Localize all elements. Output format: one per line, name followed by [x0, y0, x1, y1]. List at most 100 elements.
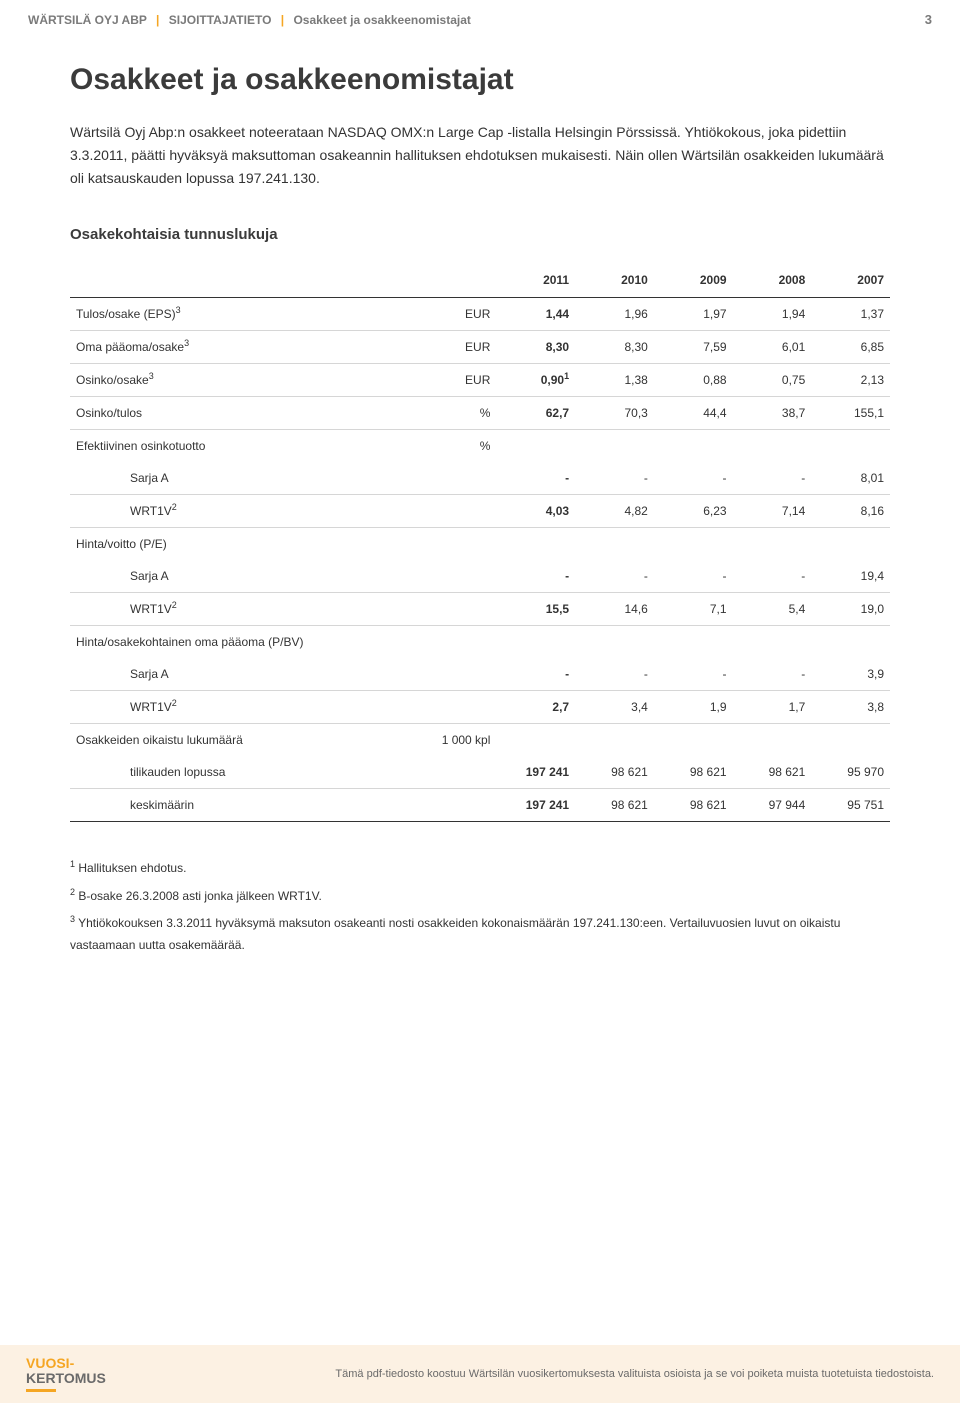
cell-value: 2,13	[811, 364, 890, 397]
cell-value: 1,94	[733, 298, 812, 331]
cell-value	[575, 430, 654, 463]
cell-value: 1,38	[575, 364, 654, 397]
cell-value: -	[575, 462, 654, 495]
logo-line1: VUOSI-	[26, 1356, 106, 1371]
footnote-text: Hallituksen ehdotus.	[75, 861, 186, 875]
row-label: Osinko/tulos	[70, 397, 414, 430]
table-row: WRT1V2 4,034,826,237,148,16	[70, 495, 890, 528]
table-row: Hinta/voitto (P/E)	[70, 528, 890, 561]
cell-value	[496, 626, 575, 659]
cell-value: 14,6	[575, 593, 654, 626]
table-row: Oma pääoma/osake3EUR8,308,307,596,016,85	[70, 331, 890, 364]
cell-value: 4,03	[496, 495, 575, 528]
main-content: Osakkeet ja osakkeenomistajat Wärtsilä O…	[0, 35, 960, 957]
cell-value: 4,82	[575, 495, 654, 528]
cell-value: -	[733, 560, 812, 593]
table-row: Tulos/osake (EPS)3EUR1,441,961,971,941,3…	[70, 298, 890, 331]
cell-value	[654, 430, 733, 463]
cell-value	[575, 528, 654, 561]
cell-value: 155,1	[811, 397, 890, 430]
cell-value: 98 621	[575, 756, 654, 789]
cell-value	[733, 626, 812, 659]
cell-value: 62,7	[496, 397, 575, 430]
row-label: Hinta/voitto (P/E)	[70, 528, 414, 561]
cell-value: 3,4	[575, 691, 654, 724]
cell-value: 1,97	[654, 298, 733, 331]
crumb-company: WÄRTSILÄ OYJ ABP	[28, 13, 147, 27]
cell-value: 8,30	[496, 331, 575, 364]
cell-value: 2,7	[496, 691, 575, 724]
row-unit	[414, 691, 496, 724]
cell-value: -	[733, 462, 812, 495]
row-unit	[414, 495, 496, 528]
row-label: WRT1V2	[70, 691, 414, 724]
table-row: Osakkeiden oikaistu lukumäärä1 000 kpl	[70, 724, 890, 757]
cell-value: 6,85	[811, 331, 890, 364]
row-unit: %	[414, 397, 496, 430]
table-row: Sarja A----3,9	[70, 658, 890, 691]
row-unit	[414, 462, 496, 495]
crumb-page: Osakkeet ja osakkeenomistajat	[293, 13, 470, 27]
cell-value: -	[496, 560, 575, 593]
table-row: Hinta/osakekohtainen oma pääoma (P/BV)	[70, 626, 890, 659]
cell-value: 95 970	[811, 756, 890, 789]
footnote-text: Yhtiökokouksen 3.3.2011 hyväksymä maksut…	[70, 916, 840, 952]
cell-value: -	[575, 560, 654, 593]
table-row: tilikauden lopussa197 24198 62198 62198 …	[70, 756, 890, 789]
cell-value	[654, 528, 733, 561]
cell-value: 44,4	[654, 397, 733, 430]
cell-value: 197 241	[496, 756, 575, 789]
cell-value	[496, 430, 575, 463]
row-label: Hinta/osakekohtainen oma pääoma (P/BV)	[70, 626, 414, 659]
row-label: WRT1V2	[70, 495, 414, 528]
cell-value: -	[496, 462, 575, 495]
cell-value	[733, 430, 812, 463]
cell-value: 98 621	[654, 789, 733, 822]
row-unit: EUR	[414, 331, 496, 364]
row-label: keskimäärin	[70, 789, 414, 822]
table-header-year: 2008	[733, 263, 812, 298]
cell-value: -	[654, 462, 733, 495]
cell-value: 1,37	[811, 298, 890, 331]
cell-value: 8,30	[575, 331, 654, 364]
row-unit: EUR	[414, 364, 496, 397]
row-label: Oma pääoma/osake3	[70, 331, 414, 364]
cell-value: 1,44	[496, 298, 575, 331]
cell-value	[811, 626, 890, 659]
separator-icon: |	[281, 13, 284, 27]
table-header-year: 2011	[496, 263, 575, 298]
cell-value	[654, 626, 733, 659]
page-number: 3	[925, 12, 932, 27]
crumb-section: SIJOITTAJATIETO	[169, 13, 272, 27]
row-label: Sarja A	[70, 560, 414, 593]
cell-value: 70,3	[575, 397, 654, 430]
cell-value: 8,01	[811, 462, 890, 495]
cell-value	[733, 724, 812, 757]
cell-value: 95 751	[811, 789, 890, 822]
cell-value	[496, 724, 575, 757]
table-header-year: 2010	[575, 263, 654, 298]
table-header-row: 2011 2010 2009 2008 2007	[70, 263, 890, 298]
cell-value: 3,9	[811, 658, 890, 691]
cell-value: -	[654, 658, 733, 691]
table-header-cell	[414, 263, 496, 298]
table-row: WRT1V22,73,41,91,73,8	[70, 691, 890, 724]
cell-value: 8,16	[811, 495, 890, 528]
logo-line2: KERTOMUS	[26, 1371, 106, 1386]
row-unit	[414, 658, 496, 691]
footnote-text: B-osake 26.3.2008 asti jonka jälkeen WRT…	[75, 889, 322, 903]
cell-value	[811, 528, 890, 561]
cell-value: 7,1	[654, 593, 733, 626]
row-label: Sarja A	[70, 462, 414, 495]
table-row: WRT1V215,514,67,15,419,0	[70, 593, 890, 626]
cell-value: 6,23	[654, 495, 733, 528]
row-label: Osakkeiden oikaistu lukumäärä	[70, 724, 414, 757]
cell-value: 98 621	[733, 756, 812, 789]
cell-value: 7,14	[733, 495, 812, 528]
cell-value: 97 944	[733, 789, 812, 822]
footer-logo: VUOSI- KERTOMUS	[26, 1352, 106, 1395]
cell-value: 38,7	[733, 397, 812, 430]
footnotes: 1 Hallituksen ehdotus. 2 B-osake 26.3.20…	[70, 858, 890, 956]
table-row: keskimäärin197 24198 62198 62197 94495 7…	[70, 789, 890, 822]
row-unit	[414, 626, 496, 659]
